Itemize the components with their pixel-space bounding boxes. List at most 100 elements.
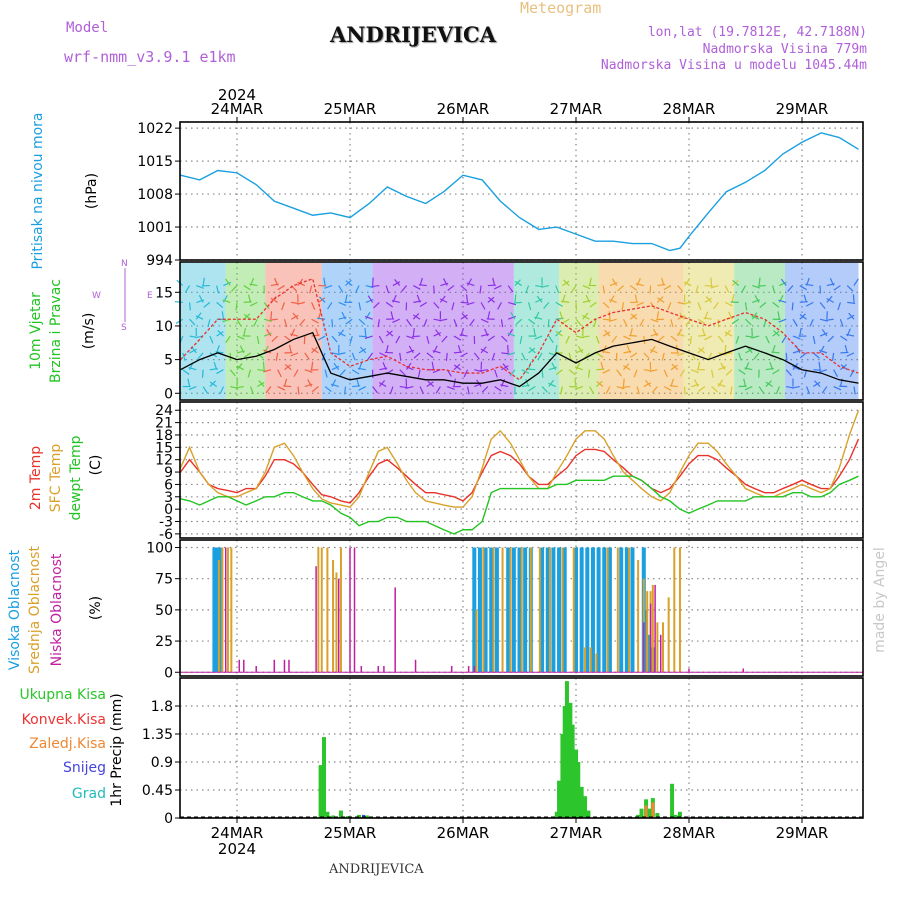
wind-arrow	[378, 335, 384, 344]
bar-srednja-oblacnost	[492, 547, 495, 673]
wind-arrow	[501, 352, 510, 355]
bar-srednja-oblacnost	[317, 547, 320, 673]
wind-arrow	[777, 311, 780, 320]
bar-srednja-oblacnost	[595, 653, 598, 673]
wind-arrow	[670, 319, 674, 328]
bar-ukupna-kisa	[636, 814, 641, 818]
wind-arrow	[840, 364, 848, 371]
wind-arrow	[351, 352, 356, 361]
bar-visoka-oblacnost	[624, 547, 629, 673]
wind-arrow	[704, 297, 712, 303]
wind-arrow	[846, 352, 855, 357]
wind-arrow	[704, 284, 713, 287]
wind-direction-band	[372, 263, 514, 399]
bar-ukupna-kisa	[557, 780, 562, 818]
wind-arrow	[461, 313, 468, 320]
wind-arrow	[405, 385, 414, 390]
wind-arrow	[765, 335, 770, 344]
y-tick-label: 0.9	[151, 755, 173, 771]
wind-arrow	[616, 385, 625, 390]
wind-arrow	[271, 335, 279, 342]
wind-arrow	[297, 386, 300, 395]
bar-srednja-oblacnost	[667, 597, 670, 673]
panel-pressure: 994 1001 1008 1015 1022	[137, 121, 864, 269]
wind-arrow	[656, 311, 660, 320]
bar-ukupna-kisa	[677, 811, 682, 818]
wind-arrow	[412, 285, 421, 290]
wind-arrow	[608, 311, 611, 320]
wind-arrow	[621, 302, 625, 311]
wind-arrow	[379, 352, 387, 357]
wind-arrow	[412, 328, 415, 337]
wind-arrow	[274, 277, 279, 286]
wind-arrow	[510, 312, 516, 320]
direction-key-north: N	[121, 259, 128, 269]
wind-arrow	[256, 335, 260, 345]
top-axis-date-label: 27MAR	[550, 100, 603, 118]
wind-arrow	[469, 318, 475, 327]
bar-visoka-oblacnost	[551, 547, 556, 673]
wind-arrow	[492, 277, 496, 286]
wind-arrow	[344, 386, 347, 395]
bar-visoka-oblacnost	[602, 547, 607, 673]
wind-arrow	[792, 318, 798, 327]
wind-arrow	[540, 284, 550, 288]
top-axis-date-label: 28MAR	[663, 100, 716, 118]
wind-arrow	[639, 318, 645, 327]
wind-arrow	[357, 367, 366, 371]
wind-arrow	[650, 345, 656, 354]
footer-station-name: ANDRIJEVICA	[329, 862, 424, 877]
bar-ukupna-kisa	[562, 706, 567, 818]
panel-frame	[179, 677, 864, 819]
wind-arrow	[249, 386, 254, 395]
wind-arrow	[239, 345, 245, 354]
wind-arrow	[502, 363, 509, 371]
wind-arrow	[829, 278, 835, 286]
bar-niska-oblacnost	[467, 666, 470, 673]
direction-key-south: S	[121, 323, 127, 333]
wind-arrow	[187, 378, 191, 387]
wind-arrow	[196, 284, 205, 289]
wind-arrow	[358, 318, 366, 326]
wind-arrow	[431, 361, 435, 370]
wind-arrow	[819, 369, 828, 373]
wind-arrow	[616, 369, 622, 377]
wind-arrow	[649, 369, 658, 373]
bar-srednja-oblacnost	[217, 559, 220, 673]
wind-arrow	[671, 363, 679, 371]
cloud-high-axis-title: Visoka Oblacnost	[7, 549, 23, 670]
bar-ukupna-kisa	[670, 783, 675, 818]
bar-niska-oblacnost	[643, 622, 645, 673]
direction-key-west: W	[92, 291, 101, 301]
wind-arrow	[318, 297, 326, 303]
wind-arrow	[695, 285, 699, 294]
bar-visoka-oblacnost	[596, 547, 601, 673]
wind-arrow	[356, 378, 360, 387]
wind-arrow	[258, 380, 265, 387]
wind-arrow	[758, 277, 761, 286]
wind-arrow	[535, 298, 543, 303]
wind-arrow	[717, 383, 726, 388]
wind-axis-title: 10m Vjetar	[28, 292, 44, 370]
wind-arrow	[263, 302, 270, 310]
bar-visoka-oblacnost	[517, 547, 522, 673]
bar-srednja-oblacnost	[482, 547, 485, 673]
wind-arrow	[358, 302, 362, 311]
wind-arrow	[386, 330, 394, 337]
panel-frame	[179, 261, 864, 401]
y-tick-label: 0	[164, 665, 173, 681]
wind-arrow	[819, 318, 828, 322]
wind-arrow	[392, 281, 401, 287]
wind-arrow	[720, 362, 726, 371]
bar-srednja-oblacnost	[628, 547, 631, 673]
bar-ukupna-kisa	[576, 762, 581, 818]
wind-arrow	[809, 318, 814, 327]
wind-arrow	[791, 302, 794, 311]
y-tick-label: 1008	[137, 187, 173, 203]
wind-arrow	[423, 318, 428, 327]
bar-srednja-oblacnost	[651, 584, 654, 673]
wind-arrow	[219, 386, 224, 395]
wind-arrow	[182, 352, 186, 361]
bottom-axis-date-label: 24MAR	[211, 824, 264, 842]
wind-arrow	[657, 297, 665, 303]
